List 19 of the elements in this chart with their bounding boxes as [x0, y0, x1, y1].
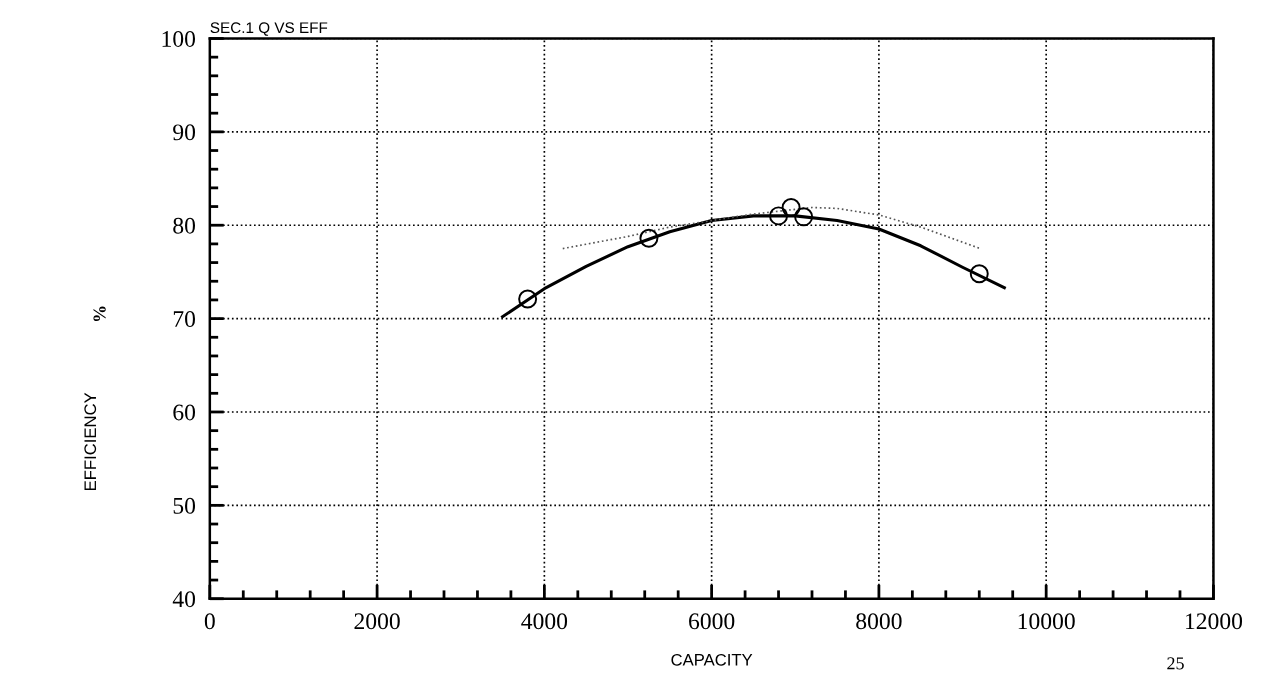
y-tick-label: 80 [173, 217, 196, 234]
x-axis-title: CAPACITY [671, 653, 753, 666]
x-tick-label: 4000 [521, 613, 568, 630]
x-tick-label: 10000 [1018, 613, 1075, 630]
text: % [93, 306, 106, 322]
y-tick-label: 70 [173, 311, 196, 328]
y-tick-label: 40 [172, 591, 196, 608]
text: 25 [1167, 657, 1184, 670]
x-tick-label: 6000 [689, 613, 735, 630]
chart-title: SEC.1 Q VS EFF [210, 22, 328, 36]
y-tick-label: 50 [173, 497, 196, 514]
x-tick-label: 0 [204, 613, 215, 630]
y-tick-label: 60 [173, 404, 196, 421]
y-tick-label: 90 [173, 124, 196, 141]
y-axis-title: EFFICIENCY [84, 392, 97, 491]
y-tick-label: 100 [162, 30, 196, 47]
x-tick-label: 8000 [856, 613, 902, 630]
x-tick-label: 12000 [1186, 613, 1243, 630]
x-tick-label: 2000 [354, 613, 400, 630]
